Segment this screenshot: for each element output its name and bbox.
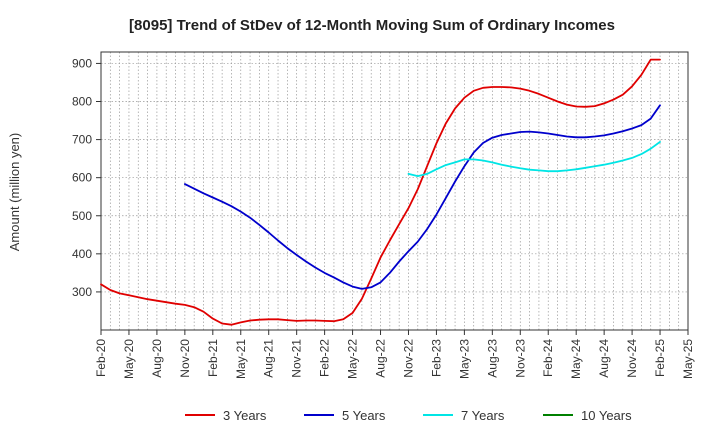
- x-tick-label: Nov-20: [178, 339, 192, 378]
- x-tick-label: May-22: [346, 339, 360, 379]
- x-tick-label: Feb-24: [541, 339, 555, 377]
- x-tick-label: Aug-24: [597, 339, 611, 378]
- series-line-5-years: [183, 104, 661, 290]
- legend-label: 5 Years: [342, 408, 386, 423]
- series-line-3-years: [100, 58, 661, 326]
- series-layer: [100, 58, 661, 326]
- x-tick-label: Nov-22: [401, 339, 415, 378]
- y-axis-label: Amount (million yen): [7, 133, 22, 252]
- x-tick-label: Aug-20: [150, 339, 164, 378]
- legend-label: 7 Years: [461, 408, 505, 423]
- y-tick-label: 700: [72, 133, 92, 147]
- chart-title: [8095] Trend of StDev of 12-Month Moving…: [129, 17, 615, 34]
- x-tick-label: Aug-21: [262, 339, 276, 378]
- x-tick-label: Aug-22: [374, 339, 388, 378]
- x-tick-label: May-21: [234, 339, 248, 379]
- series-line-7-years: [407, 140, 661, 178]
- x-tick-label: Feb-21: [206, 339, 220, 377]
- plot-frame: [100, 51, 689, 331]
- x-tick-label: Nov-21: [290, 339, 304, 378]
- y-tick-label: 500: [72, 209, 92, 223]
- x-tick-label: Feb-22: [318, 339, 332, 377]
- x-tick-label: Feb-20: [94, 339, 108, 377]
- x-tick-label: Nov-24: [625, 339, 639, 378]
- grid-lines: [100, 52, 689, 330]
- legend-label: 3 Years: [223, 408, 267, 423]
- x-tick-label: May-23: [457, 339, 471, 379]
- x-tick-label: May-24: [569, 339, 583, 379]
- legend: 3 Years 5 Years 7 Years 10 Years: [185, 408, 632, 423]
- y-tick-label: 400: [72, 247, 92, 261]
- y-tick-label: 600: [72, 171, 92, 185]
- legend-label: 10 Years: [581, 408, 632, 423]
- x-tick-label: Feb-25: [653, 339, 667, 377]
- y-tick-label: 800: [72, 95, 92, 109]
- x-tick-label: Nov-23: [513, 339, 527, 378]
- x-tick-label: Aug-23: [485, 339, 499, 378]
- x-tick-label: May-20: [122, 339, 136, 379]
- y-tick-label: 300: [72, 285, 92, 299]
- axes: 300 400 500 600 700 800 900 Feb-20 May-20 Aug-20 N…: [72, 51, 695, 379]
- x-tick-label: Feb-23: [429, 339, 443, 377]
- x-tick-label: May-25: [681, 339, 695, 379]
- y-tick-label: 900: [72, 56, 92, 70]
